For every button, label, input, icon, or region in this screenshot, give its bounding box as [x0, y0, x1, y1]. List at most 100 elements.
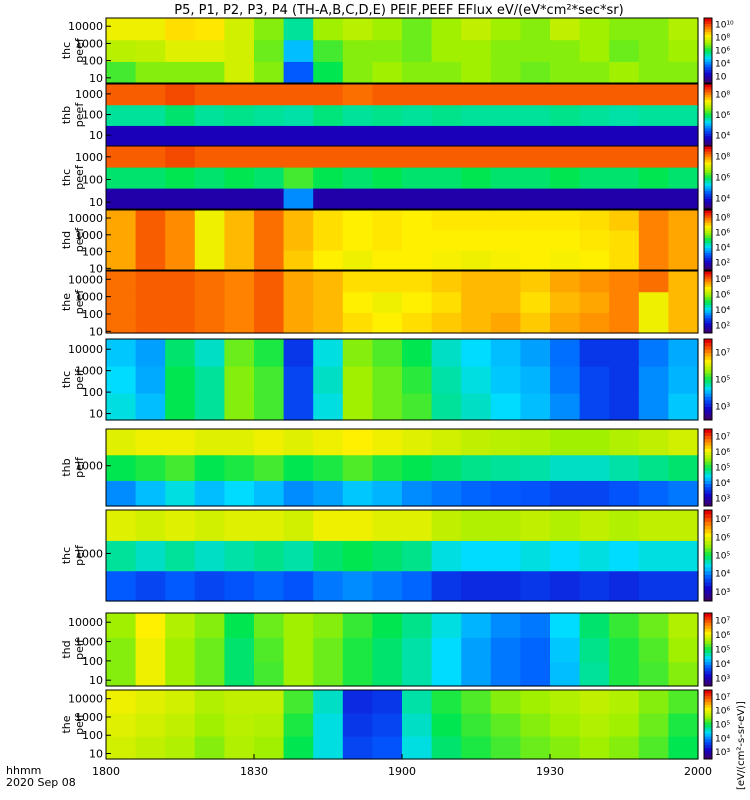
- colorbar-segment: [704, 574, 712, 579]
- colorbar-segment: [704, 667, 712, 672]
- heatmap-cell: [165, 736, 196, 760]
- heatmap-cell: [372, 61, 403, 84]
- heatmap-cell: [194, 271, 225, 293]
- colorbar-segment: [704, 582, 712, 587]
- colorbar-segment: [704, 448, 712, 452]
- heatmap-cell: [372, 230, 403, 251]
- heatmap-cell: [283, 312, 314, 334]
- colorbar-tick-label: 10⁷: [715, 433, 730, 443]
- colorbar-segment: [704, 345, 712, 350]
- heatmap-cell: [638, 125, 669, 147]
- heatmap-cell: [165, 39, 196, 62]
- heatmap-cell: [402, 312, 433, 334]
- heatmap-cell: [550, 510, 581, 541]
- heatmap-cell: [165, 429, 196, 456]
- heatmap-cell: [431, 480, 462, 507]
- colorbar-tick-label: 10⁴: [715, 132, 730, 142]
- colorbar-frame: [703, 270, 713, 334]
- heatmap-cell: [313, 429, 344, 456]
- heatmap-cell: [668, 125, 699, 147]
- colorbar-segment: [704, 634, 712, 638]
- colorbar-segment: [704, 96, 712, 100]
- heatmap-cell: [106, 250, 137, 271]
- colorbar-segment: [704, 109, 712, 113]
- heatmap-cell: [431, 146, 462, 168]
- heatmap-cell: [342, 61, 373, 84]
- heatmap-cell: [609, 454, 640, 481]
- heatmap-cell: [194, 661, 225, 687]
- colorbar-frame: [703, 17, 713, 84]
- heatmap-cell: [254, 366, 285, 394]
- colorbar-segment: [704, 570, 712, 575]
- heatmap-cell: [283, 690, 314, 714]
- colorbar-frame: [703, 428, 713, 507]
- heatmap-cell: [194, 393, 225, 421]
- colorbar-segment: [704, 747, 712, 751]
- colorbar-segment: [704, 379, 712, 384]
- heatmap-cell: [579, 480, 610, 507]
- heatmap-cell: [372, 540, 403, 572]
- colorbar-tick-label: 10⁷: [715, 616, 730, 626]
- heatmap-cell: [106, 61, 137, 84]
- colorbar-segment: [704, 352, 712, 357]
- heatmap-cell: [520, 480, 551, 507]
- heatmap-cell: [668, 210, 699, 231]
- colorbar-segment: [704, 291, 712, 295]
- heatmap-cell: [283, 39, 314, 62]
- colorbar-segment: [704, 104, 712, 108]
- heatmap-cell: [461, 366, 492, 394]
- colorbar-segment: [704, 744, 712, 749]
- heatmap-cell: [490, 339, 521, 367]
- heatmap-cell: [165, 661, 196, 687]
- heatmap-cell: [461, 210, 492, 231]
- colorbar-tick-label: 10⁴: [715, 570, 730, 580]
- colorbar-segment: [704, 286, 712, 290]
- heatmap-cell: [165, 480, 196, 507]
- heatmap-cell: [194, 480, 225, 507]
- heatmap-cell: [372, 84, 403, 106]
- y-axis-label: peef: [73, 102, 86, 128]
- heatmap-cell: [194, 167, 225, 189]
- heatmap-cell: [431, 230, 462, 251]
- y-axis-label: peif: [73, 638, 86, 660]
- colorbar-tick-label: 10⁵: [715, 376, 730, 386]
- heatmap-cell: [402, 125, 433, 147]
- heatmap-cell: [461, 291, 492, 313]
- heatmap-cell: [490, 736, 521, 760]
- heatmap-cell: [550, 690, 581, 714]
- colorbar-segment: [704, 107, 712, 111]
- colorbar-segment: [704, 225, 712, 228]
- colorbar-segment: [704, 676, 712, 681]
- colorbar-segment: [704, 167, 712, 171]
- heatmap-cell: [668, 39, 699, 62]
- colorbar-segment: [704, 220, 712, 223]
- colorbar-segment: [704, 91, 712, 95]
- y-tick-label: 10: [89, 674, 103, 687]
- heatmap-cell: [372, 312, 403, 334]
- heatmap-cell: [550, 366, 581, 394]
- heatmap-cell: [668, 84, 699, 106]
- heatmap-cell: [283, 661, 314, 687]
- y-tick-label: 10: [89, 72, 103, 85]
- colorbar-segment: [704, 406, 712, 411]
- colorbar-segment: [704, 628, 712, 632]
- heatmap-cell: [431, 393, 462, 421]
- heatmap-cell: [461, 18, 492, 41]
- x-tick-label: 1830: [240, 765, 268, 778]
- colorbar-segment: [704, 547, 712, 553]
- y-tick-label: 100: [82, 109, 103, 122]
- colorbar-segment: [704, 715, 712, 720]
- heatmap-cell: [638, 39, 669, 62]
- heatmap-cell: [342, 540, 373, 572]
- colorbar-segment: [704, 74, 712, 79]
- heatmap-cell: [224, 230, 255, 251]
- heatmap-cell: [609, 713, 640, 737]
- figure-title: P5, P1, P2, P3, P4 (TH-A,B,C,D,E) PEIF,P…: [174, 3, 623, 18]
- heatmap-cell: [372, 690, 403, 714]
- colorbar-segment: [704, 707, 712, 711]
- heatmap-cell: [342, 690, 373, 714]
- heatmap-cell: [224, 454, 255, 481]
- heatmap-cell: [342, 393, 373, 421]
- heatmap-cell: [490, 61, 521, 84]
